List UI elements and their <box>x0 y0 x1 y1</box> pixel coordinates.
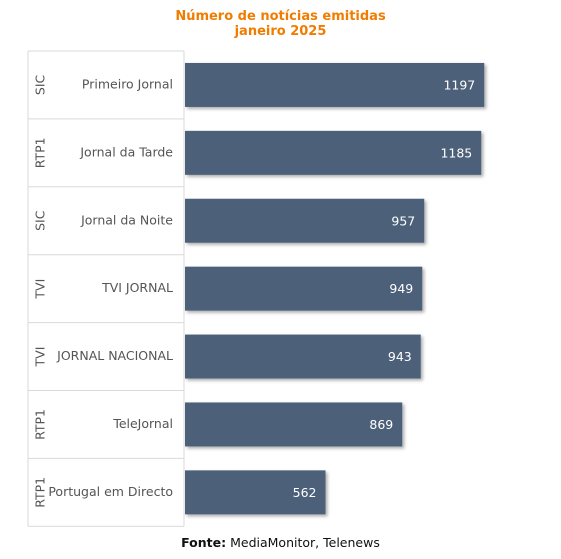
category-label: Portugal em Directo <box>48 484 173 499</box>
chart-title: Número de notícias emitidas <box>175 9 386 24</box>
bar <box>185 62 485 107</box>
category-label: JORNAL NACIONAL <box>56 348 173 363</box>
data-label: 943 <box>388 349 412 364</box>
bar <box>185 470 326 515</box>
category-label: Jornal da Tarde <box>79 144 173 159</box>
bar <box>185 198 425 243</box>
bar <box>185 334 421 379</box>
source-prefix: Fonte: <box>181 535 227 550</box>
category-label: Jornal da Noite <box>80 212 173 227</box>
bar <box>185 266 423 311</box>
category-label: TVI JORNAL <box>101 280 173 295</box>
data-label: 562 <box>293 485 317 500</box>
data-label: 869 <box>369 417 393 432</box>
source-note: Fonte: MediaMonitor, Telenews <box>0 535 561 550</box>
data-label: 1185 <box>440 145 472 160</box>
data-label: 957 <box>391 213 415 228</box>
source-text: MediaMonitor, Telenews <box>230 535 380 550</box>
bar <box>185 130 482 175</box>
group-label: SIC <box>33 75 48 96</box>
category-label: TeleJornal <box>112 416 173 431</box>
group-label: RTP1 <box>33 409 48 440</box>
plot-area: SIC Primeiro Jornal 1197 RTP1 Jornal da Tard… <box>27 50 485 527</box>
group-label: SIC <box>33 210 48 231</box>
data-label: 949 <box>389 281 413 296</box>
group-label: RTP1 <box>33 137 48 168</box>
group-label: TVI <box>33 347 48 368</box>
chart-title-block: Número de notícias emitidas janeiro 2025 <box>0 9 561 39</box>
bar <box>185 402 403 447</box>
group-label: TVI <box>33 279 48 300</box>
category-label: Primeiro Jornal <box>82 76 173 91</box>
chart-subtitle: janeiro 2025 <box>234 24 327 39</box>
data-label: 1197 <box>443 77 475 92</box>
group-label: RTP1 <box>33 477 48 508</box>
